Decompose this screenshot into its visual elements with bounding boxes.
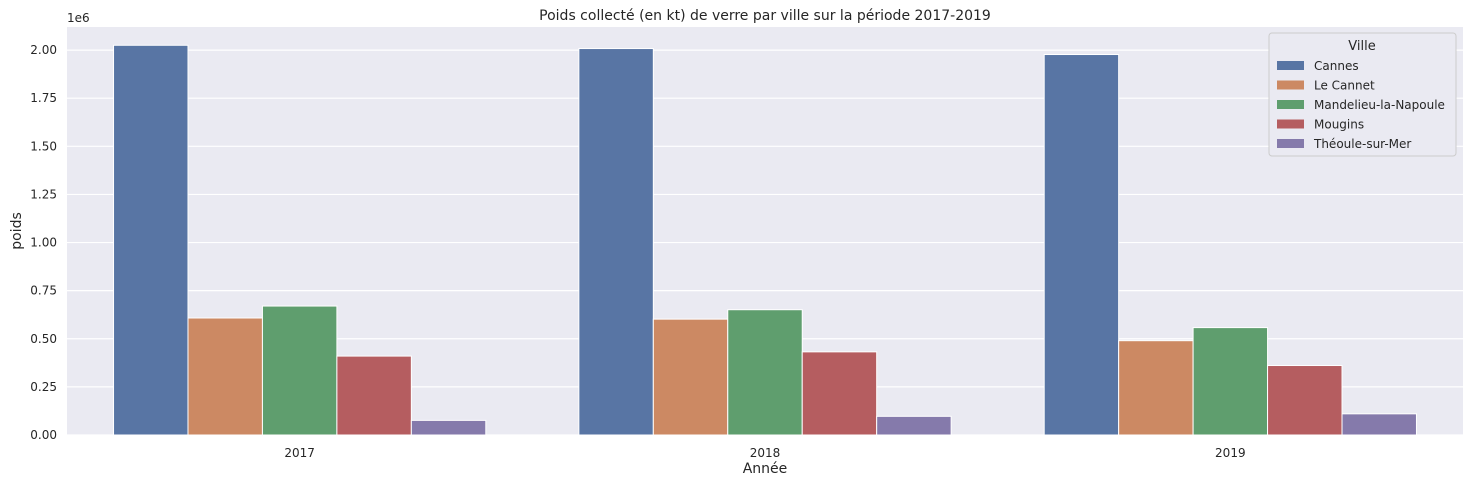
bar-le-cannet-2018	[652, 318, 729, 436]
chart-title: Poids collecté (en kt) de verre par vill…	[539, 8, 991, 24]
bar-le-cannet-2019	[1118, 340, 1194, 436]
legend-swatch	[1277, 119, 1304, 129]
y-tick-label: 1.50	[30, 139, 57, 153]
legend-label: Le Cannet	[1314, 79, 1375, 93]
bar-mandelieu-la-napoule-2017	[261, 305, 338, 436]
bar-cannes-2019	[1043, 54, 1120, 436]
legend-label: Cannes	[1314, 59, 1359, 73]
legend: Ville Cannes Le Cannet Mandelieu-la-Napoul…	[1268, 32, 1457, 157]
bar-le-cannet-2017	[187, 317, 263, 436]
bar-cannes-2018	[578, 48, 654, 436]
legend-title: Ville	[1348, 39, 1375, 54]
y-tick-label: 0.50	[30, 332, 57, 346]
legend-swatch	[1277, 139, 1304, 148]
y-tick-label: 0.00	[30, 428, 57, 442]
y-tick-label: 1.25	[30, 187, 57, 201]
legend-frame	[1268, 32, 1457, 157]
y-tick-label: 1.75	[30, 91, 57, 105]
legend-swatch	[1277, 61, 1304, 70]
y-tick-label: 0.25	[30, 380, 57, 394]
bar-cannes-2017	[113, 44, 189, 436]
x-tick-label: 2017	[284, 446, 315, 460]
bar-th-oule-sur-mer-2019	[1341, 413, 1417, 436]
bars	[113, 44, 1417, 436]
y-scale-label: 1e6	[67, 11, 90, 25]
tick-labels: 0.00 0.25 0.50 0.75 1.00 1.25 1.50 1.75 2.00 2017…	[30, 43, 1245, 460]
y-axis-label: poids	[9, 212, 25, 250]
legend-label: Théoule-sur-Mer	[1313, 137, 1411, 151]
bar-mandelieu-la-napoule-2018	[727, 309, 803, 436]
bar-mougins-2017	[336, 355, 412, 436]
bar-mandelieu-la-napoule-2019	[1192, 327, 1269, 436]
legend-swatch	[1277, 80, 1304, 90]
y-tick-label: 2.00	[30, 43, 57, 57]
y-tick-label: 0.75	[30, 284, 57, 298]
bar-th-oule-sur-mer-2017	[410, 419, 487, 436]
x-tick-label: 2019	[1215, 446, 1246, 460]
x-axis-label: Année	[743, 461, 788, 477]
x-tick-label: 2018	[750, 446, 781, 460]
bar-th-oule-sur-mer-2018	[876, 415, 952, 436]
y-tick-label: 1.00	[30, 236, 57, 250]
legend-label: Mougins	[1314, 118, 1364, 132]
bar-mougins-2019	[1267, 365, 1343, 436]
legend-items: Cannes Le Cannet Mandelieu-la-Napoule Mougi…	[1277, 59, 1445, 151]
bar-mougins-2018	[801, 351, 878, 436]
legend-label: Mandelieu-la-Napoule	[1314, 98, 1445, 112]
legend-swatch	[1277, 100, 1304, 109]
